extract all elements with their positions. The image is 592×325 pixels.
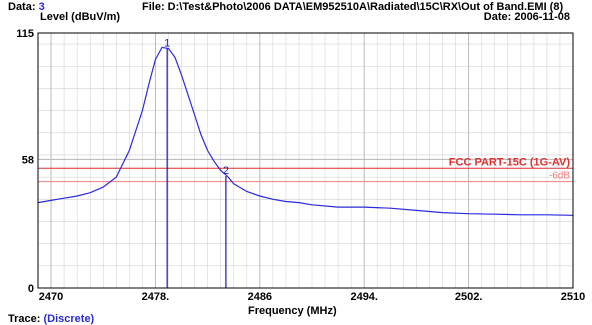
y-tick-label: 0 xyxy=(28,283,34,295)
marker-label: 1 xyxy=(164,38,170,50)
report-date: Date: 2006-11-08 xyxy=(483,11,570,23)
limit-line-label: -6dB xyxy=(549,171,570,182)
y-tick-label: 58 xyxy=(22,154,34,166)
data-number: Data: 3 xyxy=(8,1,45,13)
x-tick-label: 2486 xyxy=(248,291,272,303)
y-axis-label: Level (dBuV/m) xyxy=(40,11,121,23)
x-tick-label: 2502. xyxy=(455,291,483,303)
data-label: Data: xyxy=(8,1,36,13)
marker-group: 12 xyxy=(164,38,229,288)
x-tick-label: 2478. xyxy=(142,291,170,303)
tick-labels: 2470 2478. 2486 2494. 2502. 2510 0 58 115 xyxy=(16,28,585,303)
x-tick-label: 2494. xyxy=(350,291,378,303)
data-value: 3 xyxy=(38,1,45,13)
plot-frame xyxy=(37,32,574,289)
series-group xyxy=(37,46,574,216)
trace-value: (Discrete) xyxy=(43,313,95,325)
trace-info: Trace: (Discrete) xyxy=(8,313,94,325)
x-axis-label: Frequency (MHz) xyxy=(248,305,337,317)
trace-line xyxy=(37,46,574,216)
marker-label: 2 xyxy=(223,165,229,177)
x-tick-label: 2510 xyxy=(561,291,585,303)
limit-line-label: FCC PART-15C (1G-AV) xyxy=(449,156,571,168)
file-path: File: D:\Test&Photo\2006 DATA\EM952510A\… xyxy=(142,1,564,13)
y-tick-label: 115 xyxy=(16,28,34,40)
x-tick-label: 2470 xyxy=(39,291,63,303)
limit-lines: FCC PART-15C (1G-AV) -6dB xyxy=(38,156,573,183)
trace-label: Trace: xyxy=(8,313,41,325)
